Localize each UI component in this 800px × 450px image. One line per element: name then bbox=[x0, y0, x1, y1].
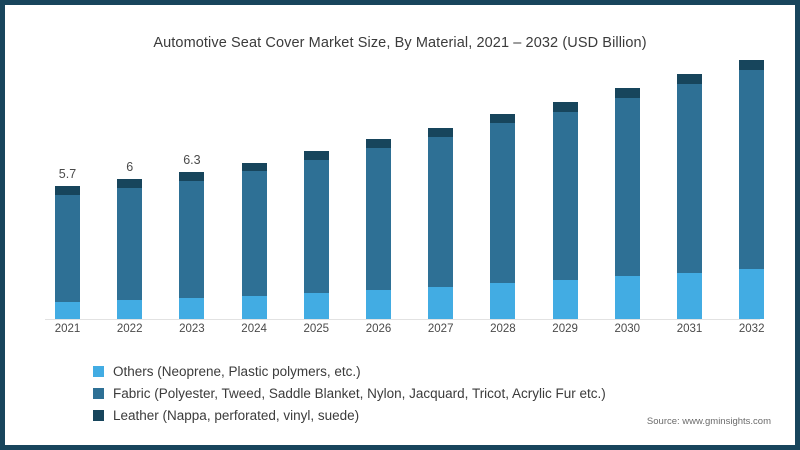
data-label-2023: 6.3 bbox=[183, 153, 201, 167]
bar-segment-2027-series-1 bbox=[428, 137, 454, 287]
x-axis-baseline bbox=[45, 319, 760, 320]
bar-2021[interactable] bbox=[55, 186, 80, 319]
bar-segment-2032-series-0 bbox=[739, 269, 765, 319]
x-axis-label-2029: 2029 bbox=[552, 323, 578, 335]
bar-segment-2026-series-1 bbox=[366, 148, 391, 290]
x-axis-label-2032: 2032 bbox=[738, 323, 765, 335]
bar-2028[interactable] bbox=[490, 113, 516, 319]
bar-segment-2021-series-1 bbox=[55, 194, 80, 303]
bar-segment-2030-series-2 bbox=[614, 88, 640, 98]
bar-segment-2025-series-2 bbox=[303, 151, 329, 160]
bar-segment-2028-series-2 bbox=[490, 113, 516, 124]
bar-segment-2021-series-2 bbox=[55, 186, 80, 195]
source-attribution: Source: www.gminsights.com bbox=[646, 416, 771, 427]
bar-segment-2029-series-0 bbox=[552, 279, 578, 319]
bar-segment-2025-series-1 bbox=[303, 159, 329, 293]
bar-segment-2030-series-1 bbox=[614, 97, 640, 277]
x-axis-label-2027: 2027 bbox=[427, 323, 454, 335]
legend-label-0: Others (Neoprene, Plastic polymers, etc.… bbox=[113, 363, 361, 379]
bar-segment-2024-series-0 bbox=[241, 295, 267, 319]
bar-segment-2022-series-1 bbox=[117, 187, 143, 301]
bar-2026[interactable] bbox=[366, 139, 391, 319]
bar-segment-2021-series-0 bbox=[55, 302, 80, 319]
x-axis-label-2028: 2028 bbox=[490, 323, 516, 335]
bar-segment-2022-series-0 bbox=[117, 300, 143, 319]
bar-2027[interactable] bbox=[428, 127, 454, 319]
bar-segment-2026-series-0 bbox=[366, 289, 391, 319]
legend-label-2: Leather (Nappa, perforated, vinyl, suede… bbox=[113, 407, 360, 423]
legend-swatch-icon-0 bbox=[93, 365, 104, 377]
legend-label-1: Fabric (Polyester, Tweed, Saddle Blanket… bbox=[113, 385, 606, 401]
bar-segment-2029-series-1 bbox=[552, 111, 578, 280]
bar-segment-2023-series-2 bbox=[179, 172, 205, 181]
bar-segment-2027-series-2 bbox=[428, 127, 454, 138]
legend-swatch-icon-2 bbox=[93, 409, 104, 421]
bar-segment-2032-series-1 bbox=[739, 69, 765, 270]
legend-swatch-icon-1 bbox=[93, 387, 104, 399]
chart-legend: Others (Neoprene, Plastic polymers, etc.… bbox=[93, 360, 606, 426]
bar-segment-2022-series-2 bbox=[117, 179, 143, 188]
bar-2023[interactable] bbox=[179, 172, 205, 319]
bar-segment-2032-series-2 bbox=[739, 60, 765, 70]
bar-segment-2025-series-0 bbox=[303, 292, 329, 319]
x-axis-label-2022: 2022 bbox=[116, 323, 143, 335]
bar-2024[interactable] bbox=[241, 162, 267, 319]
bar-segment-2024-series-1 bbox=[241, 171, 267, 296]
x-axis-label-2026: 2026 bbox=[365, 323, 392, 335]
legend-item-2[interactable]: Leather (Nappa, perforated, vinyl, suede… bbox=[93, 404, 606, 426]
data-label-2022: 6 bbox=[126, 160, 134, 174]
bar-segment-2030-series-0 bbox=[614, 276, 640, 319]
chart-title: Automotive Seat Cover Market Size, By Ma… bbox=[153, 35, 647, 51]
bar-2032[interactable] bbox=[739, 60, 765, 319]
bar-segment-2026-series-2 bbox=[366, 139, 391, 149]
bar-2030[interactable] bbox=[614, 88, 640, 319]
legend-item-0[interactable]: Others (Neoprene, Plastic polymers, etc.… bbox=[93, 360, 606, 382]
bar-segment-2028-series-0 bbox=[490, 283, 516, 319]
data-label-2021: 5.7 bbox=[58, 167, 77, 181]
bar-segment-2031-series-0 bbox=[677, 272, 702, 319]
bar-segment-2029-series-2 bbox=[552, 102, 578, 112]
bar-segment-2023-series-1 bbox=[179, 180, 205, 299]
legend-item-1[interactable]: Fabric (Polyester, Tweed, Saddle Blanket… bbox=[93, 382, 606, 404]
bar-segment-2031-series-1 bbox=[677, 83, 702, 273]
bar-segment-2023-series-0 bbox=[179, 298, 205, 319]
bar-2025[interactable] bbox=[303, 151, 329, 319]
x-axis-label-2031: 2031 bbox=[676, 323, 703, 335]
x-axis-label-2025: 2025 bbox=[303, 323, 330, 335]
bar-segment-2028-series-1 bbox=[490, 123, 516, 284]
bar-2022[interactable] bbox=[117, 179, 143, 319]
bar-segment-2027-series-0 bbox=[428, 286, 454, 319]
x-axis-label-2023: 2023 bbox=[179, 323, 205, 335]
bar-2031[interactable] bbox=[677, 74, 702, 319]
bar-segment-2024-series-2 bbox=[241, 162, 267, 172]
x-axis-label-2024: 2024 bbox=[241, 323, 267, 335]
bar-segment-2031-series-2 bbox=[677, 74, 702, 84]
plot-area: 5.7 6 6.3 bbox=[45, 60, 765, 320]
x-axis-label-2021: 2021 bbox=[54, 323, 81, 335]
x-axis-label-2030: 2030 bbox=[614, 323, 641, 335]
bar-2029[interactable] bbox=[552, 102, 578, 319]
